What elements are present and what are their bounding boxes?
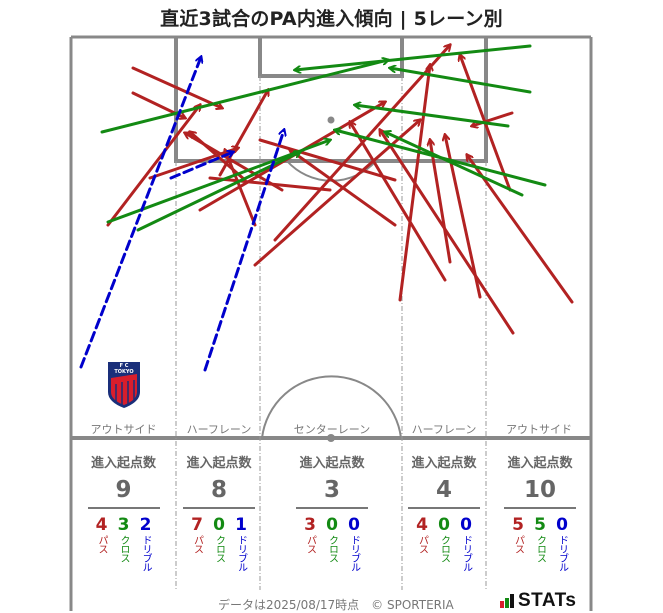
lane-label-center: センターレーン [293, 423, 371, 436]
stat-breakdown: 3 パス 0 クロス 0 ドリブル [262, 515, 402, 571]
stats-wordmark: STATs [518, 590, 577, 611]
stats-brand: STATs [500, 590, 576, 612]
dribble-count: 2 [139, 515, 152, 535]
stat-total: 4 [435, 477, 452, 503]
center-circle [261, 375, 402, 439]
stat-header: 進入起点数 [411, 456, 477, 471]
cross-label: クロス [118, 535, 129, 562]
stat-breakdown: 4 パス 0 クロス 0 ドリブル [403, 515, 485, 571]
lane-label-outside-left: アウトサイド [90, 423, 157, 436]
stat-total: 10 [523, 477, 556, 503]
stat-breakdown: 5 パス 5 クロス 0 ドリブル [490, 515, 590, 571]
lane-stats-center: 進入起点数 3 3 パス 0 クロス 0 ドリブル [262, 452, 402, 571]
cross-count: 0 [326, 515, 338, 535]
dribble-label: ドリブル [348, 535, 360, 571]
pass-label: パス [304, 535, 316, 553]
stat-total: 8 [210, 477, 227, 503]
pass-label: パス [191, 535, 203, 553]
dribble-label: ドリブル [235, 535, 247, 571]
dribble-label: ドリブル [460, 535, 472, 571]
stat-divider [504, 507, 576, 509]
stat-divider [296, 507, 368, 509]
stat-header: 進入起点数 [507, 456, 573, 471]
stat-breakdown: 7 パス 0 クロス 1 ドリブル [178, 515, 260, 571]
stat-divider [408, 507, 480, 509]
pass-count: 5 [512, 515, 524, 535]
stat-total: 9 [115, 477, 132, 503]
chart-title: 直近3試合のPA内進入傾向 | 5レーン別 [160, 8, 503, 30]
pass-count: 4 [416, 515, 428, 535]
dribble-count: 0 [348, 515, 360, 535]
dribble-arrows [79, 57, 284, 372]
stat-divider [183, 507, 255, 509]
pass-count: 7 [191, 515, 203, 535]
lane-dividers [175, 76, 487, 590]
cross-label: クロス [213, 535, 225, 562]
lane-label-halfspace-left: ハーフレーン [186, 423, 252, 436]
lane-label-halfspace-right: ハーフレーン [411, 423, 477, 436]
pass-count: 4 [95, 515, 108, 535]
stat-header: 進入起点数 [299, 456, 365, 471]
pass-label: パス [512, 535, 524, 553]
team-logo [108, 362, 140, 408]
cross-label: クロス [326, 535, 338, 562]
pass-count: 3 [304, 515, 316, 535]
dribble-count: 0 [556, 515, 568, 535]
center-spot [327, 434, 335, 442]
goal-area [258, 37, 404, 78]
cross-count: 5 [534, 515, 546, 535]
cross-label: クロス [438, 535, 450, 562]
stat-header: 進入起点数 [186, 456, 252, 471]
lane-stats-halfspace-right: 進入起点数 4 4 パス 0 クロス 0 ドリブル [403, 452, 485, 571]
cross-count: 0 [213, 515, 225, 535]
penalty-spot [327, 116, 335, 124]
dribble-label: ドリブル [556, 535, 568, 571]
cross-count: 0 [438, 515, 450, 535]
team-logo-text: F C TOKYO [114, 363, 134, 375]
cross-count: 3 [117, 515, 130, 535]
dribble-count: 0 [460, 515, 472, 535]
stat-total: 3 [323, 477, 340, 503]
pass-label: パス [416, 535, 428, 553]
cross-label: クロス [534, 535, 546, 562]
stat-divider [87, 507, 160, 509]
dribble-count: 1 [235, 515, 247, 535]
pass-label: パス [96, 535, 107, 553]
stat-header: 進入起点数 [90, 456, 156, 471]
data-date-note: データは2025/08/17時点 © SPORTERIA [218, 598, 454, 612]
lane-stats-outside-right: 進入起点数 10 5 パス 5 クロス 0 ドリブル [490, 452, 590, 571]
stats-bar-icon [500, 594, 514, 608]
lane-label-outside-right: アウトサイド [506, 423, 572, 436]
lane-stats-outside-left: 進入起点数 9 4 パス 3 クロス 2 ドリブル [80, 452, 167, 571]
dribble-label: ドリブル [140, 535, 151, 571]
cross-arrows [100, 44, 547, 232]
stat-breakdown: 4 パス 3 クロス 2 ドリブル [80, 515, 167, 571]
lane-stats-halfspace-left: 進入起点数 8 7 パス 0 クロス 1 ドリブル [178, 452, 260, 571]
